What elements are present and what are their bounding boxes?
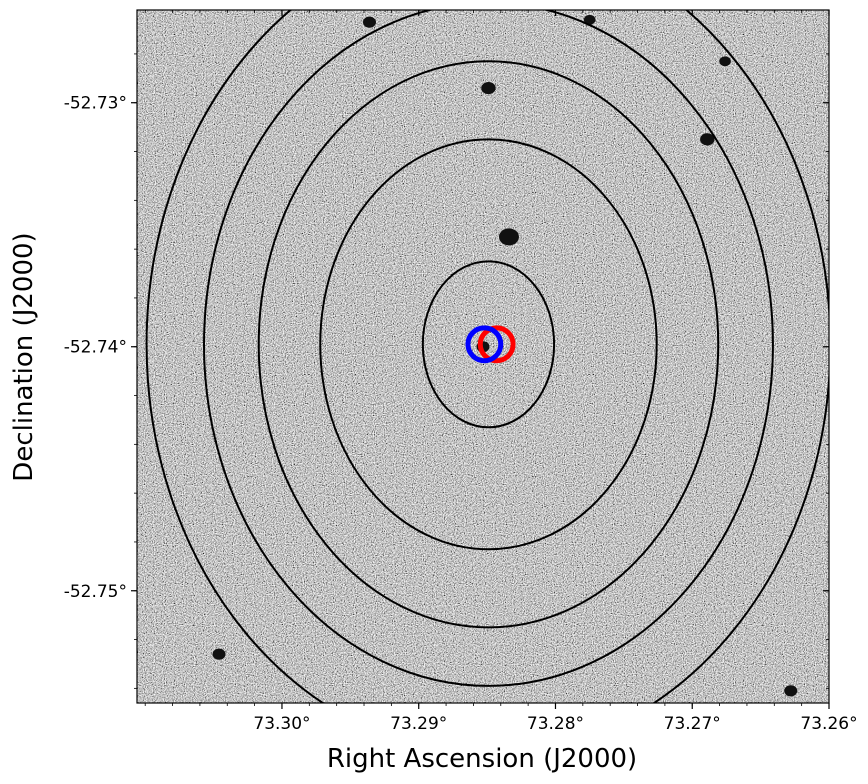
contour-level-3 xyxy=(257,60,720,629)
x-axis-label: Right Ascension (J2000) xyxy=(327,744,637,774)
contour-level-2 xyxy=(319,138,658,551)
point-source xyxy=(583,14,596,25)
point-source xyxy=(700,133,715,146)
x-tick-label: 73.27° xyxy=(664,714,721,734)
point-source xyxy=(719,56,731,67)
contour-level-5 xyxy=(145,10,829,703)
contour-level-4 xyxy=(203,10,774,687)
point-source xyxy=(212,648,226,660)
point-source xyxy=(362,16,376,28)
y-tick-label: -52.74° xyxy=(64,338,127,358)
plot-frame xyxy=(136,9,830,704)
point-source xyxy=(498,228,519,246)
position-markers xyxy=(465,325,516,364)
plot-area xyxy=(137,10,829,703)
red-circle-marker xyxy=(477,325,516,364)
y-tick-label: -52.73° xyxy=(64,94,127,114)
y-axis-label: Declination (J2000) xyxy=(9,232,39,481)
contour-level-1 xyxy=(421,260,556,429)
point-source xyxy=(784,685,798,697)
axis-ticks: 73.30° 73.29° 73.28° 73.27° 73.26° -52.75° -52… xyxy=(64,10,858,734)
point-sources xyxy=(212,14,798,697)
x-tick-label: 73.28° xyxy=(527,714,584,734)
y-tick-label: -52.75° xyxy=(64,582,127,602)
contours xyxy=(145,10,829,703)
x-tick-label: 73.30° xyxy=(253,714,310,734)
point-source xyxy=(481,81,496,95)
blue-circle-marker xyxy=(465,325,504,364)
x-tick-label: 73.29° xyxy=(390,714,447,734)
x-tick-label: 73.26° xyxy=(800,714,857,734)
